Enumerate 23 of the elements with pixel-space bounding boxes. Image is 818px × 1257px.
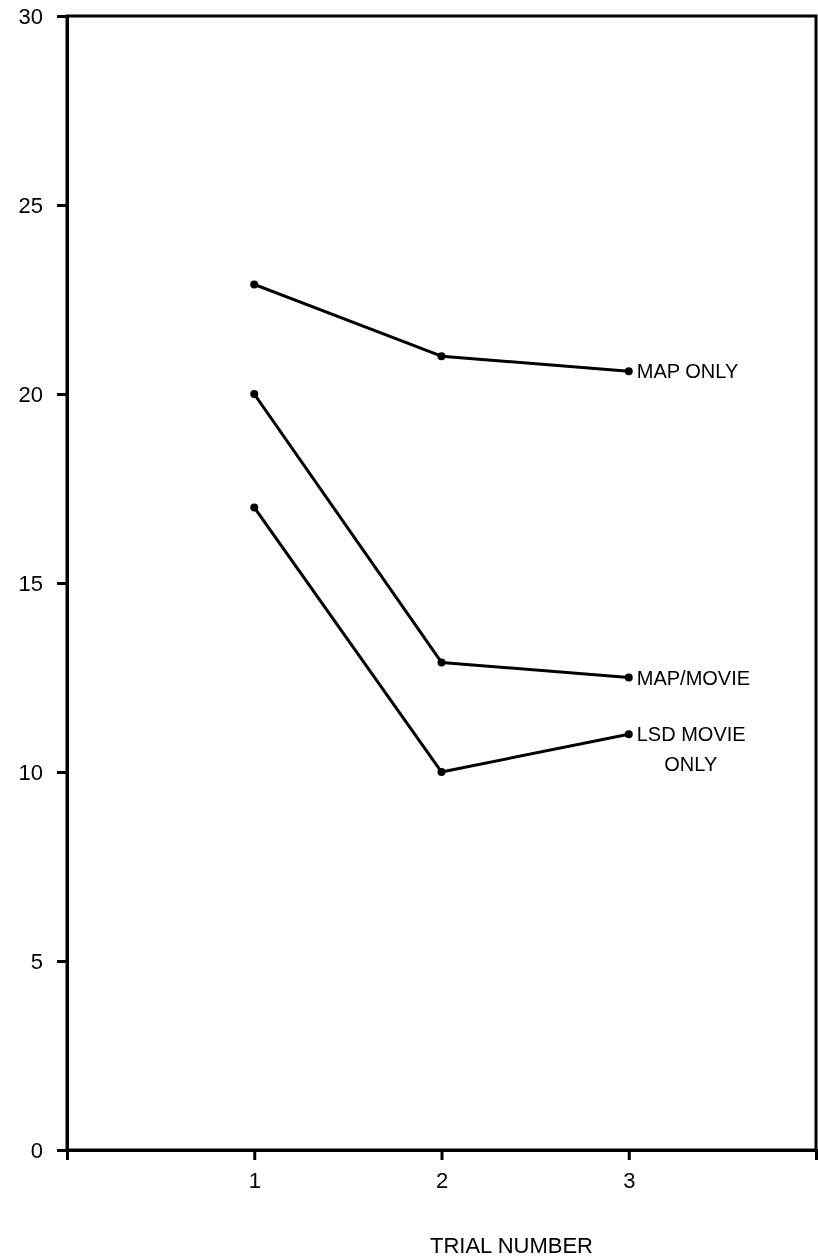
point (250, 390, 259, 398)
point (624, 730, 633, 739)
point (624, 673, 633, 682)
series-label: MAP/MOVIE (636, 666, 751, 689)
y-tick-label: 0 (30, 1137, 43, 1163)
x-tick-label: 2 (435, 1167, 449, 1193)
y-tick-label: 15 (18, 570, 43, 596)
point (437, 768, 446, 776)
series-label: MAP ONLY (636, 360, 739, 383)
point (624, 367, 633, 376)
series-label: LSD MOVIE ONLY (636, 723, 746, 776)
y-tick-label: 30 (18, 3, 43, 29)
point (437, 352, 446, 361)
x-tick-label: 1 (248, 1167, 261, 1193)
x-axis-title: TRIAL NUMBER (430, 1233, 593, 1257)
y-tick-label: 5 (30, 948, 43, 974)
point (437, 658, 446, 667)
y-tick-label: 10 (18, 759, 43, 785)
y-tick-label: 20 (18, 381, 43, 407)
x-tick-label: 3 (623, 1167, 636, 1193)
y-tick-label: 25 (18, 192, 43, 218)
point (250, 503, 259, 512)
point (250, 280, 259, 289)
